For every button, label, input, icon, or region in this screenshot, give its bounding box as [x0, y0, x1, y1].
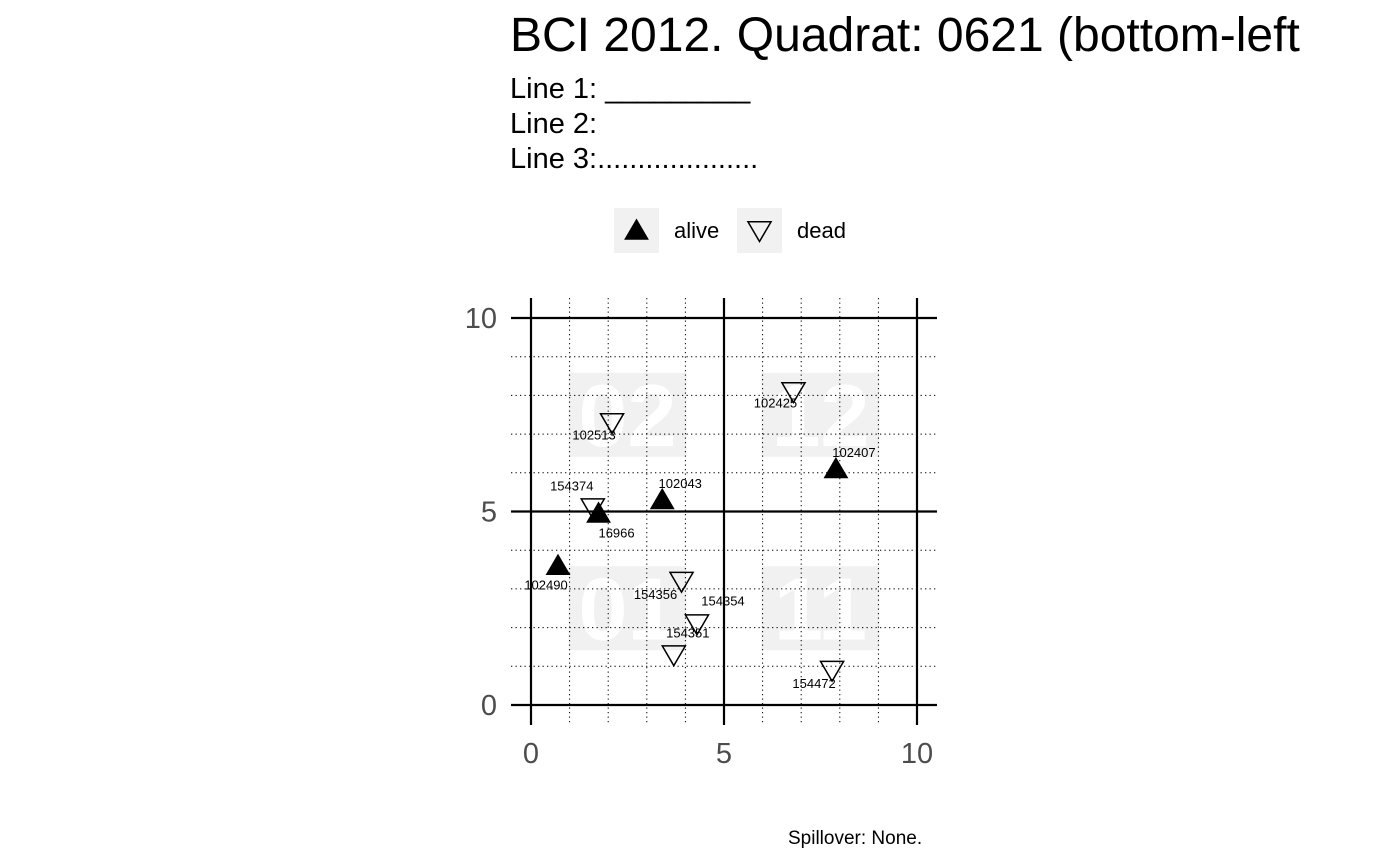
y-tick-label: 5 [481, 497, 497, 529]
alive-tree-marker [545, 553, 571, 575]
line-3-label: Line 3:.................... [510, 143, 759, 175]
tree-tag-label: 102043 [659, 476, 702, 491]
tree-tag-label: 154354 [701, 594, 744, 609]
legend-label: dead [797, 218, 846, 243]
line-1-label: Line 1: _________ [510, 73, 751, 105]
x-tick-label: 5 [716, 738, 732, 770]
quadrant-label-box [568, 372, 687, 457]
y-tick-label: 10 [465, 303, 497, 335]
spillover-note: Spillover: None. [788, 828, 923, 849]
quadrant-label: 11 [774, 559, 867, 658]
alive-tree-marker [649, 487, 675, 510]
legend-label: alive [674, 218, 719, 243]
x-tick-label: 10 [901, 738, 933, 770]
dead-tree-marker [660, 645, 687, 668]
dead-tree-marker [819, 660, 845, 683]
legend-dead-icon [746, 220, 773, 243]
quadrant-label-box [761, 372, 880, 457]
tree-tag-label: 102513 [572, 427, 615, 442]
quadrant-label: 02 [579, 366, 677, 465]
alive-tree-marker [823, 456, 849, 479]
line-2-label: Line 2: [510, 108, 598, 140]
quadrant-label-box [568, 566, 687, 651]
tree-tag-label: 154351 [666, 626, 709, 641]
page-title: BCI 2012. Quadrat: 0621 (bottom-left [510, 9, 1300, 62]
dead-tree-marker [668, 571, 695, 594]
y-tick-label: 0 [481, 690, 497, 722]
tree-tag-label: 154472 [792, 676, 835, 691]
quadrant-label: 01 [579, 559, 677, 658]
tree-tag-label: 102407 [832, 445, 875, 460]
tree-tag-label: 16966 [598, 525, 634, 540]
tree-tag-label: 102490 [524, 578, 567, 593]
legend-alive-icon [624, 218, 649, 240]
tree-tag-label: 154374 [550, 479, 593, 494]
dead-tree-marker [780, 381, 807, 405]
legend-key-box [737, 208, 782, 253]
alive-tree-marker [586, 501, 611, 523]
x-tick-label: 0 [523, 738, 539, 770]
dead-tree-marker [684, 614, 710, 637]
tree-tag-label: 102425 [754, 396, 797, 411]
dead-tree-marker [599, 412, 625, 435]
quadrant-label-box [761, 566, 880, 651]
tree-tag-label: 154356 [634, 587, 677, 602]
